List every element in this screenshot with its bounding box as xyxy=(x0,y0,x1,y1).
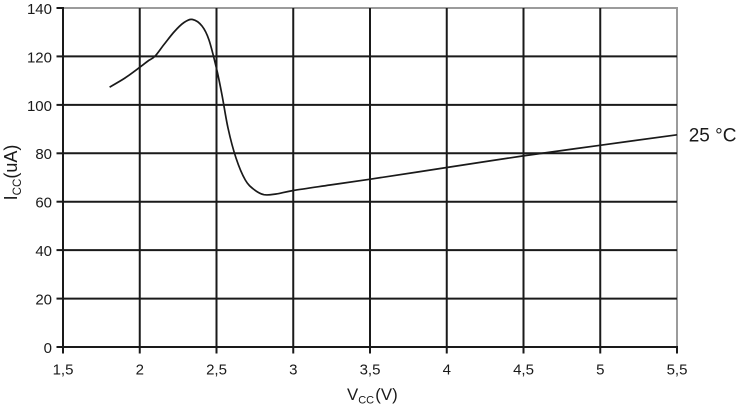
svg-text:120: 120 xyxy=(27,49,52,66)
svg-text:3,5: 3,5 xyxy=(360,361,381,378)
svg-text:60: 60 xyxy=(35,195,52,212)
svg-text:3: 3 xyxy=(289,361,297,378)
svg-text:5: 5 xyxy=(596,361,604,378)
svg-text:2,5: 2,5 xyxy=(206,361,227,378)
svg-text:ICC(uA): ICC(uA) xyxy=(1,145,24,201)
svg-text:5,5: 5,5 xyxy=(667,361,688,378)
svg-text:100: 100 xyxy=(27,98,52,115)
svg-text:VCC(V): VCC(V) xyxy=(347,385,398,407)
svg-text:25 °C: 25 °C xyxy=(689,126,737,147)
svg-text:40: 40 xyxy=(35,243,52,260)
svg-text:2: 2 xyxy=(136,361,144,378)
svg-text:140: 140 xyxy=(27,1,52,18)
svg-text:4: 4 xyxy=(443,361,451,378)
svg-text:0: 0 xyxy=(44,340,52,357)
svg-text:4,5: 4,5 xyxy=(513,361,534,378)
svg-text:80: 80 xyxy=(35,146,52,163)
svg-text:20: 20 xyxy=(35,292,52,309)
svg-text:1,5: 1,5 xyxy=(53,361,74,378)
